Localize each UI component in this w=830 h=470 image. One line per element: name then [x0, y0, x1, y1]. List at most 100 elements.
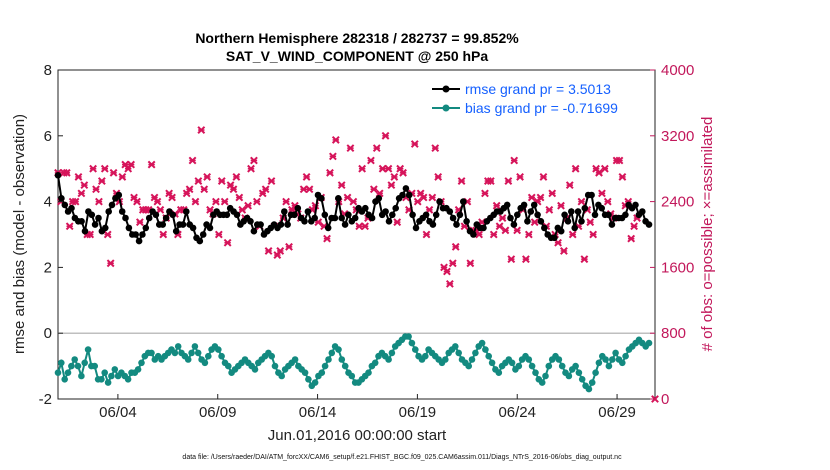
bias-point — [558, 362, 566, 370]
x-tick-label: 06/19 — [399, 404, 437, 421]
obs-assimilated-point — [203, 173, 212, 181]
obs-assimilated-point — [238, 205, 247, 214]
y2-tick-label: 3200 — [661, 128, 694, 145]
bias-point — [422, 352, 429, 360]
bias-point — [565, 372, 573, 380]
bias-point — [485, 352, 493, 360]
obs-assimilated-point — [580, 255, 589, 264]
rmse-point — [503, 201, 511, 209]
rmse-point — [135, 237, 143, 245]
rmse-point — [574, 208, 582, 215]
rmse-point — [389, 211, 396, 219]
obs-assimilated-point — [384, 164, 393, 173]
rmse-point — [172, 227, 180, 235]
x-tick-label: 06/09 — [199, 404, 237, 421]
rmse-point — [561, 211, 568, 219]
rmse-point — [250, 227, 258, 235]
chart-subtitle: SAT_V_WIND_COMPONENT @ 250 hPa — [226, 48, 489, 64]
rmse-point — [311, 214, 319, 222]
rmse-point — [196, 237, 204, 245]
bias-point — [515, 362, 523, 370]
y-tick-label: 8 — [44, 62, 52, 79]
rmse-point — [338, 214, 346, 222]
bias-point — [171, 349, 179, 357]
bias-point — [291, 356, 299, 363]
bias-point — [138, 359, 145, 367]
bias-point — [191, 343, 199, 350]
rmse-point — [456, 211, 464, 219]
obs-assimilated-point — [92, 185, 100, 194]
obs-assimilated-point — [539, 173, 548, 181]
rmse-point — [446, 208, 454, 215]
bias-point — [205, 352, 212, 360]
obs-assimilated-point — [372, 144, 381, 153]
obs-assimilated-point — [475, 230, 484, 239]
obs-assimilated-point — [521, 255, 530, 264]
obs-assimilated-point — [557, 201, 565, 210]
rmse-point — [341, 221, 349, 228]
rmse-point — [122, 214, 129, 222]
bias-series — [54, 333, 653, 393]
obs-assimilated-point — [328, 152, 337, 161]
bias-point — [592, 369, 599, 377]
rmse-point — [581, 204, 589, 212]
bias-point — [595, 359, 603, 367]
rmse-point — [537, 218, 545, 225]
rmse-point — [639, 208, 646, 215]
rmse-point — [632, 201, 639, 209]
bias-point — [148, 349, 155, 357]
obs-assimilated-point — [565, 181, 574, 190]
obs-assimilated-point — [185, 185, 194, 194]
rmse-point — [284, 221, 291, 228]
rmse-point — [409, 211, 416, 219]
bias-point — [84, 346, 92, 353]
bias-point — [311, 379, 319, 386]
bias-point — [218, 352, 225, 360]
obs-assimilated-point — [510, 156, 519, 165]
obs-assimilated-point — [74, 173, 83, 181]
rmse-point — [392, 204, 400, 212]
obs-assimilated-point — [595, 168, 603, 177]
obs-assimilated-point — [159, 230, 168, 239]
bias-point — [251, 366, 259, 373]
rmse-point — [351, 214, 359, 222]
y-tick-label: -2 — [39, 391, 52, 408]
rmse-series — [54, 172, 653, 245]
obs-assimilated-point — [443, 267, 451, 276]
rmse-point — [507, 214, 514, 222]
bias-point — [488, 359, 496, 367]
obs-assimilated-point — [513, 226, 522, 235]
obs-assimilated-point — [568, 230, 577, 239]
bias-point — [305, 376, 312, 383]
rmse-point — [301, 218, 308, 225]
bias-point — [338, 356, 346, 363]
y-tick-label: 0 — [44, 325, 52, 342]
x-tick-label: 06/04 — [99, 404, 137, 421]
bias-point — [365, 369, 372, 377]
bias-point — [619, 359, 626, 367]
rmse-point — [591, 211, 599, 219]
rmse-point — [608, 221, 616, 228]
obs-assimilated-point — [413, 197, 422, 206]
bias-point — [408, 339, 416, 347]
rmse-point — [318, 195, 325, 202]
bias-point — [538, 379, 546, 386]
rmse-point — [91, 221, 99, 228]
rmse-point — [257, 221, 264, 228]
obs-assimilated-point — [200, 185, 209, 194]
rmse-point — [436, 198, 443, 205]
x-tick-label: 06/24 — [498, 404, 536, 421]
obs-assimilated-point — [244, 201, 252, 210]
rmse-point — [125, 224, 133, 232]
obs-assimilated-point — [250, 156, 258, 165]
obs-assimilated-point — [349, 197, 358, 206]
obs-assimilated-point — [615, 156, 624, 165]
rmse-point — [520, 201, 528, 209]
obs-assimilated-point — [133, 197, 141, 206]
x-tick-label: 06/14 — [299, 404, 337, 421]
rmse-point — [460, 198, 467, 205]
obs-assimilated-point — [220, 197, 229, 206]
obs-assimilated-point — [536, 193, 545, 202]
rmse-point — [541, 224, 548, 232]
obs-assimilated-point — [217, 177, 226, 185]
